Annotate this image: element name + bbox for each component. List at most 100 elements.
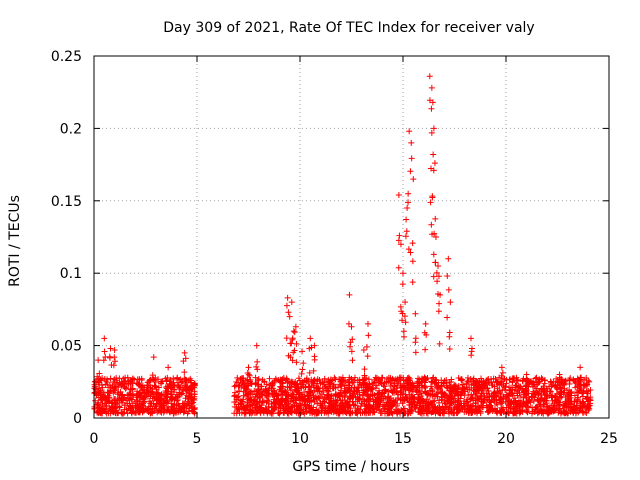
roti-streak-point: [290, 349, 297, 356]
roti-streak-point: [349, 357, 356, 364]
roti-point: [254, 409, 261, 416]
roti-streak-point: [498, 372, 505, 379]
roti-point: [421, 377, 428, 384]
roti-outlier-point: [290, 328, 297, 335]
roti-outlier-point: [412, 310, 419, 317]
roti-point: [317, 399, 324, 406]
roti-point: [421, 398, 428, 405]
roti-point: [132, 398, 139, 405]
roti-outlier-point: [95, 357, 102, 364]
roti-point: [482, 381, 489, 388]
roti-streak-point: [402, 319, 409, 326]
roti-point: [115, 389, 122, 396]
roti-point: [568, 404, 575, 411]
roti-point: [185, 389, 192, 396]
roti-outlier-point: [431, 160, 438, 167]
y-tick-label: 0.2: [60, 121, 82, 137]
roti-point: [305, 383, 312, 390]
roti-point: [438, 390, 445, 397]
roti-point: [566, 381, 573, 388]
roti-point: [330, 385, 337, 392]
roti-streak-point: [96, 370, 103, 377]
roti-point: [247, 403, 254, 410]
roti-point: [513, 377, 520, 384]
roti-point: [303, 408, 310, 415]
roti-streak-point: [311, 353, 318, 360]
roti-streak-point: [254, 358, 261, 365]
roti-point: [279, 383, 286, 390]
roti-streak-point: [289, 357, 296, 364]
roti-streak-point: [407, 168, 414, 175]
roti-point: [443, 376, 450, 383]
roti-point: [538, 408, 545, 415]
roti-point: [307, 405, 314, 412]
roti-point: [424, 410, 431, 417]
roti-point: [546, 387, 553, 394]
roti-point: [342, 388, 349, 395]
roti-point: [397, 374, 404, 381]
roti-point: [261, 378, 268, 385]
y-tick-label: 0.05: [51, 339, 82, 355]
roti-point: [184, 383, 191, 390]
roti-point: [276, 410, 283, 417]
roti-point: [233, 394, 240, 401]
roti-point: [107, 384, 114, 391]
roti-point: [273, 390, 280, 397]
roti-point: [472, 403, 479, 410]
roti-point: [472, 406, 479, 413]
roti-streak-point: [364, 353, 371, 360]
roti-point: [406, 386, 413, 393]
roti-point: [243, 402, 250, 409]
roti-point: [485, 397, 492, 404]
roti-point: [287, 387, 294, 394]
roti-streak-point: [111, 354, 118, 361]
roti-point: [388, 409, 395, 416]
roti-point: [298, 391, 305, 398]
x-tick-label: 10: [291, 431, 309, 447]
roti-point: [168, 380, 175, 387]
roti-point: [554, 396, 561, 403]
x-tick-label: 5: [193, 431, 202, 447]
roti-point: [191, 406, 198, 413]
roti-point: [350, 401, 357, 408]
roti-point: [549, 406, 556, 413]
roti-point: [329, 405, 336, 412]
roti-point: [254, 377, 261, 384]
roti-point: [127, 386, 134, 393]
x-tick-label: 15: [394, 431, 412, 447]
roti-outlier-point: [284, 294, 291, 301]
roti-point: [401, 405, 408, 412]
roti-point: [121, 402, 128, 409]
roti-point: [420, 397, 427, 404]
roti-point: [95, 400, 102, 407]
roti-point: [118, 379, 125, 386]
roti-point: [303, 403, 310, 410]
roti-point: [319, 404, 326, 411]
roti-streak-point: [150, 376, 157, 383]
roti-point: [546, 392, 553, 399]
roti-point: [377, 379, 384, 386]
roti-point: [389, 375, 396, 382]
roti-point: [429, 388, 436, 395]
roti-point: [363, 383, 370, 390]
roti-point: [543, 397, 550, 404]
roti-point: [252, 381, 259, 388]
roti-point: [386, 397, 393, 404]
roti-point: [337, 397, 344, 404]
roti-point: [282, 388, 289, 395]
roti-point: [508, 389, 515, 396]
roti-point: [382, 387, 389, 394]
roti-streak-point: [363, 343, 370, 350]
roti-streak-point: [288, 340, 295, 347]
roti-point: [411, 401, 418, 408]
roti-point: [169, 404, 176, 411]
roti-point: [373, 382, 380, 389]
roti-point: [269, 408, 276, 415]
roti-point: [540, 403, 547, 410]
roti-point: [480, 396, 487, 403]
roti-point: [147, 384, 154, 391]
roti-point: [408, 396, 415, 403]
roti-point: [417, 396, 424, 403]
roti-streak-point: [400, 328, 407, 335]
